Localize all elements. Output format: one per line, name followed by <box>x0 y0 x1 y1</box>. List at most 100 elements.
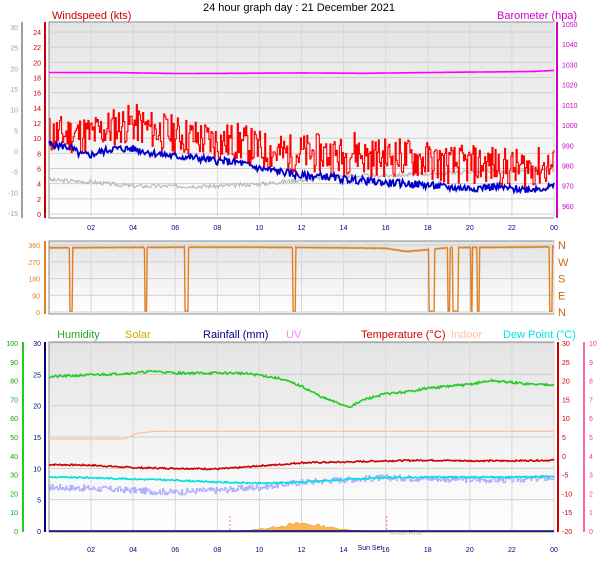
temperature-x-tick-label: 06 <box>171 547 179 554</box>
temperature-x-tick-label: 18 <box>424 547 432 554</box>
temperature-right-tick-label: 30 <box>562 341 570 348</box>
wind-tick-label: 0 <box>37 212 41 219</box>
wind-x-tick-label: 08 <box>213 225 221 232</box>
temperature-right-tick-label: -15 <box>562 510 572 517</box>
temperature-left-tick-label: 20 <box>33 404 41 411</box>
temperature-left-tick-label: 25 <box>33 372 41 379</box>
barometer-tick-label: 1040 <box>562 42 578 49</box>
temperature-x-tick-label: 16 <box>382 547 390 554</box>
humidity-tick-label: 30 <box>10 473 18 480</box>
barometer-tick-label: 1030 <box>562 62 578 69</box>
legend-entry: Temperature (°C) <box>361 329 445 341</box>
temperature-legend: Humidity Solar Rainfall (mm) UV Temperature … <box>57 329 576 341</box>
series-temperature <box>48 458 555 471</box>
uv-tick-label: 0 <box>589 529 593 536</box>
temperature-panel: Humidity Solar Rainfall (mm) UV Temperature … <box>6 329 597 554</box>
temperature-x-tick-label: 20 <box>466 547 474 554</box>
outer-left-tick-label: -5 <box>12 170 18 177</box>
temperature-x-tick-label: 14 <box>340 547 348 554</box>
legend-entry: Dew Point (°C) <box>503 329 576 341</box>
legend-entry: Rainfall (mm) <box>203 329 268 341</box>
outer-left-tick-label: 10 <box>10 108 18 115</box>
humidity-tick-label: 50 <box>10 435 18 442</box>
outer-left-tick-label: -15 <box>8 211 18 218</box>
legend-entry: Humidity <box>57 329 100 341</box>
series-dewpoint <box>48 474 555 485</box>
sun-moon-annotations: Sun Set Moon Rise <box>229 516 423 552</box>
outer-left-tick-label: 25 <box>10 46 18 53</box>
wind-x-tick-label: 14 <box>340 225 348 232</box>
legend-entry: Indoor <box>451 329 483 341</box>
temperature-right-tick-label: 0 <box>562 454 566 461</box>
barometer-tick-label: 1000 <box>562 123 578 130</box>
series-direction <box>48 244 555 312</box>
wind-x-tick-label: 02 <box>87 225 95 232</box>
wind-x-axis: 02 04 06 08 10 12 14 16 18 20 22 00 <box>87 225 558 232</box>
direction-tick-label: 0 <box>36 310 40 317</box>
wind-x-tick-label: 12 <box>298 225 306 232</box>
wind-tick-label: 8 <box>37 151 41 158</box>
temperature-right-tick-label: -5 <box>562 473 568 480</box>
wind-barometer-panel: Windspeed (kts) Barometer (hpa) 30252015… <box>8 10 578 232</box>
wind-tick-label: 6 <box>37 167 41 174</box>
barometer-tick-label: 980 <box>562 163 574 170</box>
humidity-tick-label: 70 <box>10 397 18 404</box>
wind-series <box>48 69 555 195</box>
direction-tick-label: 180 <box>28 277 40 284</box>
humidity-tick-label: 0 <box>14 529 18 536</box>
humidity-tick-label: 40 <box>10 454 18 461</box>
moonrise-label: Moon Rise <box>389 530 423 537</box>
temperature-right-tick-label: 15 <box>562 397 570 404</box>
compass-label: N <box>558 307 566 319</box>
wind-tick-label: 2 <box>37 197 41 204</box>
uv-tick-label: 1 <box>589 510 593 517</box>
sunset-label: Sun Set <box>358 545 383 552</box>
series-barometer <box>49 69 554 75</box>
humidity-tick-label: 80 <box>10 379 18 386</box>
temperature-series <box>48 369 555 532</box>
outer-left-tick-label: 5 <box>14 128 18 135</box>
temperature-x-tick-label: 12 <box>298 547 306 554</box>
wind-x-tick-label: 04 <box>129 225 137 232</box>
outer-left-tick-label: 0 <box>14 149 18 156</box>
wind-outer-left-axis: 30 25 20 15 10 5 0 -5 -10 -15 <box>8 22 23 218</box>
direction-grid <box>49 241 555 314</box>
temperature-right-tick-label: 10 <box>562 416 570 423</box>
temperature-right-axis: 30 25 20 15 10 5 0 -5 -10 -15 -20 <box>557 341 572 536</box>
uv-tick-label: 7 <box>589 397 593 404</box>
humidity-tick-label: 60 <box>10 416 18 423</box>
temperature-left-tick-label: 30 <box>33 341 41 348</box>
series-solar <box>234 521 365 532</box>
temperature-x-tick-label: 00 <box>550 547 558 554</box>
wind-x-tick-label: 16 <box>382 225 390 232</box>
temperature-left-tick-label: 15 <box>33 435 41 442</box>
wind-x-tick-label: 22 <box>508 225 516 232</box>
wind-tick-label: 18 <box>33 76 41 83</box>
barometer-right-axis: 1050 1040 1030 1020 1010 1000 990 980 970 960 <box>556 22 578 218</box>
temperature-right-tick-label: 20 <box>562 379 570 386</box>
humidity-tick-label: 10 <box>10 510 18 517</box>
direction-tick-label: 90 <box>32 293 40 300</box>
page-title: 24 hour graph day : 21 December 2021 <box>203 2 395 14</box>
outer-left-tick-label: -10 <box>8 190 18 197</box>
temperature-x-tick-label: 04 <box>129 547 137 554</box>
wind-tick-label: 24 <box>33 30 41 37</box>
barometer-tick-label: 1020 <box>562 83 578 90</box>
barometer-tick-label: 1010 <box>562 103 578 110</box>
series-gust <box>49 104 555 188</box>
wind-grid <box>49 22 555 218</box>
uv-tick-label: 4 <box>589 454 593 461</box>
temperature-left-tick-label: 5 <box>37 498 41 505</box>
wind-tick-label: 10 <box>33 136 41 143</box>
series-average <box>48 140 555 195</box>
temperature-left-tick-label: 0 <box>37 529 41 536</box>
uv-tick-label: 8 <box>589 379 593 386</box>
temperature-x-tick-label: 10 <box>256 547 264 554</box>
temperature-left-axis: 30 25 20 15 10 5 0 <box>33 341 46 536</box>
temperature-right-tick-label: -20 <box>562 529 572 536</box>
direction-tick-label: 270 <box>28 260 40 267</box>
